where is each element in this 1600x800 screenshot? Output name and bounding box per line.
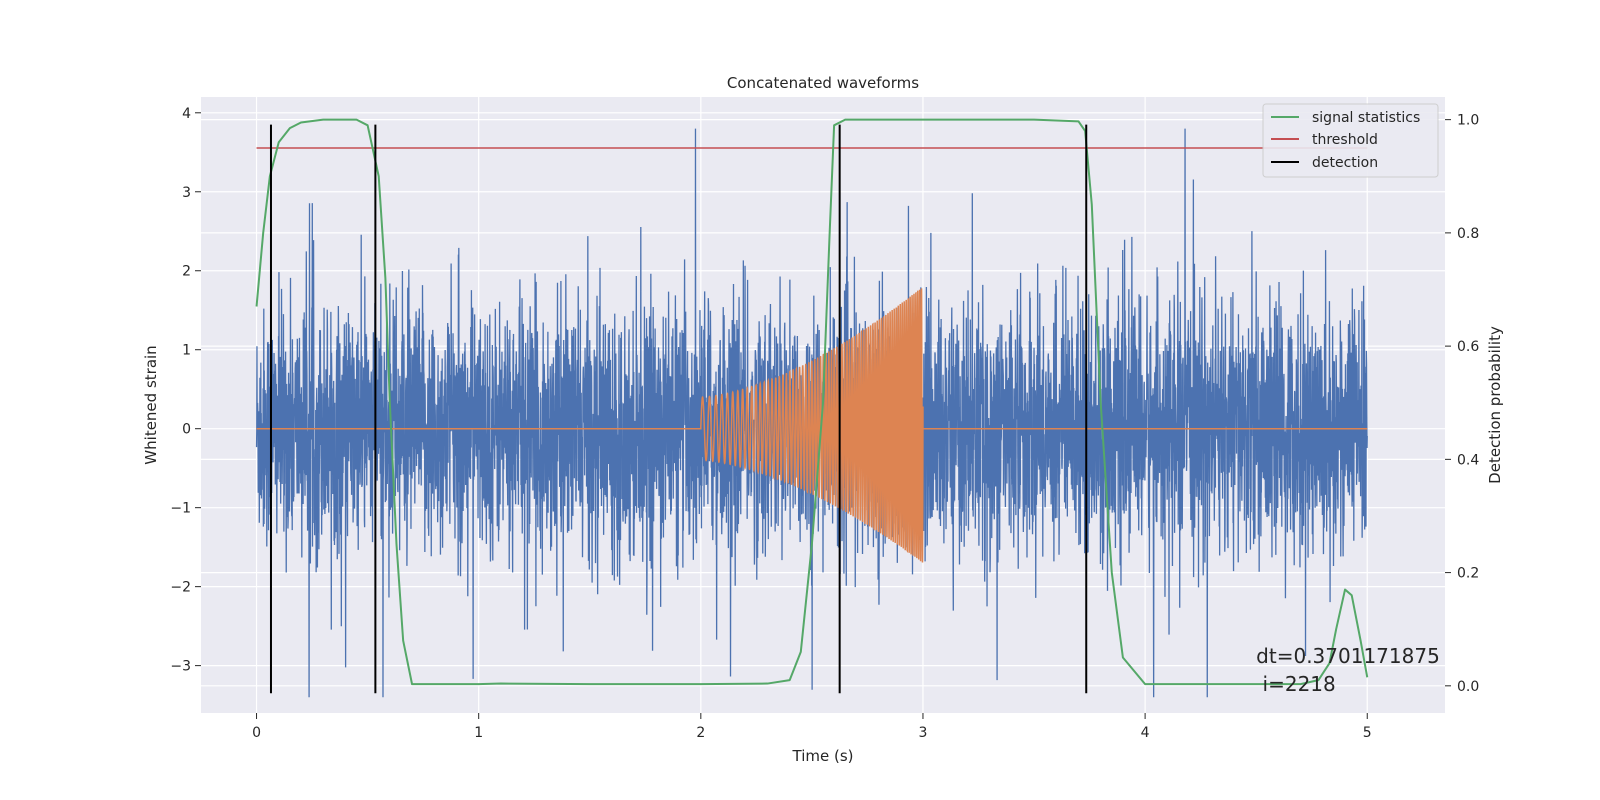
y-right-tick-label-1: 0.2 xyxy=(1457,566,1479,582)
series-injection xyxy=(256,288,1368,563)
y-right-tick-label-2: 0.4 xyxy=(1457,452,1479,468)
x-tick-label-5: 5 xyxy=(1363,725,1372,741)
x-tick-label-1: 1 xyxy=(474,725,483,741)
y-tick-label-5: 2 xyxy=(182,264,191,280)
y-tick-label-0: −3 xyxy=(170,659,191,675)
x-tick-label-3: 3 xyxy=(919,725,928,741)
series-signal-statistics xyxy=(255,118,1369,686)
x-tick-label-4: 4 xyxy=(1141,725,1150,741)
legend-label-detection: detection xyxy=(1312,155,1378,171)
y-tick-label-6: 3 xyxy=(182,185,191,201)
x-axis-label: Time (s) xyxy=(792,747,854,765)
y-tick-label-3: 0 xyxy=(182,422,191,438)
y-axis-right-label: Detection probability xyxy=(1486,326,1504,484)
legend-label-threshold: threshold xyxy=(1312,132,1378,148)
series-noise xyxy=(255,128,1368,698)
y-right-tick-label-0: 0.0 xyxy=(1457,679,1479,695)
annotation-dt: dt=0.3701171875 xyxy=(1256,644,1440,668)
plot-content xyxy=(255,118,1369,698)
y-right-tick-label-5: 1.0 xyxy=(1457,113,1479,129)
y-right-tick-label-3: 0.6 xyxy=(1457,339,1479,355)
y-tick-label-2: −1 xyxy=(170,501,191,517)
annotation-index: i=2218 xyxy=(1256,672,1336,696)
x-tick-label-2: 2 xyxy=(696,725,705,741)
legend-label-signal-statistics: signal statistics xyxy=(1312,110,1420,126)
annotation: dt=0.3701171875 i=2218 xyxy=(1256,644,1440,696)
legend-box xyxy=(1262,103,1439,178)
legend: signal statistics threshold detection xyxy=(1262,103,1439,178)
axes: 0 1 2 3 4 5 −3 −2 −1 0 1 2 3 4 0.0 0.2 0.4 0.6 0.8 1.0 xyxy=(170,106,1479,741)
chart-title: Concatenated waveforms xyxy=(727,74,919,92)
y-right-tick-label-4: 0.8 xyxy=(1457,226,1479,242)
y-tick-label-1: −2 xyxy=(170,580,191,596)
y-tick-label-4: 1 xyxy=(182,343,191,359)
x-tick-label-0: 0 xyxy=(252,725,261,741)
y-axis-label: Whitened strain xyxy=(142,345,160,464)
y-tick-label-7: 4 xyxy=(182,106,191,122)
